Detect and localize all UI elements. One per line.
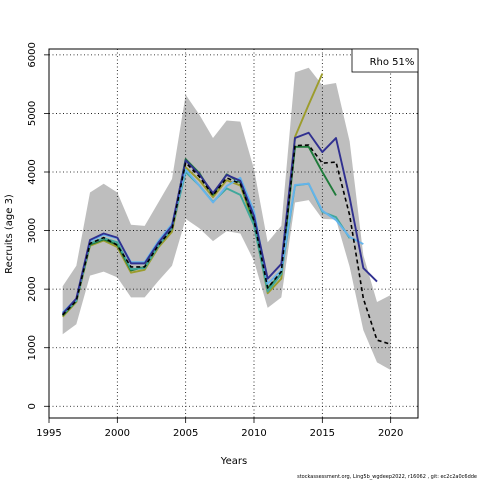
y-tick-label-4: 4000 — [27, 159, 38, 184]
x-tick-label-5: 2020 — [378, 428, 403, 439]
x-tick-label-4: 2015 — [310, 428, 335, 439]
y-axis-title: Recruits (age 3) — [4, 194, 15, 274]
y-tick-label-0: 0 — [27, 403, 38, 409]
y-axis: 0 1000 2000 3000 4000 5000 6000 — [27, 42, 49, 409]
x-tick-label-3: 2010 — [241, 428, 266, 439]
x-axis: 1995 2000 2005 2010 2015 2020 — [36, 418, 403, 439]
y-tick-label-1: 1000 — [27, 335, 38, 360]
legend: Rho 51% — [351, 48, 419, 73]
series-line-5 — [61, 73, 324, 318]
y-tick-label-5: 5000 — [27, 101, 38, 126]
confidence-band-layer — [62, 67, 391, 370]
series-layer — [61, 73, 391, 345]
plot-frame — [48, 48, 419, 419]
y-tick-label-2: 2000 — [27, 276, 38, 301]
x-tick-label-1: 2000 — [105, 428, 130, 439]
series-line-1 — [61, 131, 378, 315]
x-tick-label-0: 1995 — [36, 428, 61, 439]
footer-text: stockassessment.org, Ling5b_wgdeep2022, … — [297, 474, 477, 480]
y-tick-label-3: 3000 — [27, 218, 38, 243]
legend-text: Rho 51% — [370, 57, 415, 68]
x-axis-title: Years — [220, 456, 247, 467]
y-tick-label-6: 6000 — [27, 42, 38, 67]
confidence-band — [62, 67, 391, 370]
x-tick-label-2: 2005 — [173, 428, 198, 439]
legend-box — [351, 48, 419, 73]
